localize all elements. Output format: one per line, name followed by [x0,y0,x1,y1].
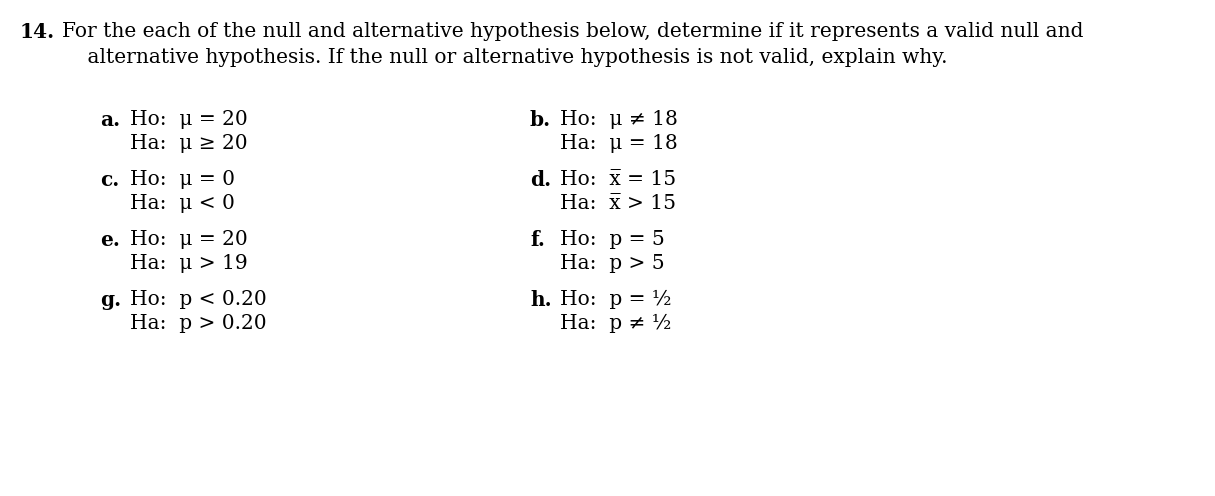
Text: Ho:  μ = 20: Ho: μ = 20 [130,110,248,129]
Text: alternative hypothesis. If the null or alternative hypothesis is not valid, expl: alternative hypothesis. If the null or a… [62,48,948,67]
Text: Ha:  p ≠ ½: Ha: p ≠ ½ [560,314,672,333]
Text: For the each of the null and alternative hypothesis below, determine if it repre: For the each of the null and alternative… [62,22,1084,41]
Text: Ho:  p = ½: Ho: p = ½ [560,290,672,309]
Text: Ho:  x̅ = 15: Ho: x̅ = 15 [560,170,676,189]
Text: Ha:  p > 5: Ha: p > 5 [560,254,665,273]
Text: Ho:  p < 0.20: Ho: p < 0.20 [130,290,267,309]
Text: 14.: 14. [19,22,55,42]
Text: Ho:  p = 5: Ho: p = 5 [560,230,665,249]
Text: Ha:  μ = 18: Ha: μ = 18 [560,134,678,153]
Text: Ha:  x̅ > 15: Ha: x̅ > 15 [560,194,676,213]
Text: h.: h. [530,290,552,310]
Text: f.: f. [530,230,544,250]
Text: Ha:  p > 0.20: Ha: p > 0.20 [130,314,266,333]
Text: Ha:  μ > 19: Ha: μ > 19 [130,254,248,273]
Text: c.: c. [100,170,119,190]
Text: d.: d. [530,170,552,190]
Text: Ho:  μ ≠ 18: Ho: μ ≠ 18 [560,110,678,129]
Text: b.: b. [530,110,552,130]
Text: Ho:  μ = 20: Ho: μ = 20 [130,230,248,249]
Text: a.: a. [100,110,120,130]
Text: Ho:  μ = 0: Ho: μ = 0 [130,170,234,189]
Text: Ha:  μ < 0: Ha: μ < 0 [130,194,234,213]
Text: g.: g. [100,290,122,310]
Text: Ha:  μ ≥ 20: Ha: μ ≥ 20 [130,134,248,153]
Text: e.: e. [100,230,120,250]
